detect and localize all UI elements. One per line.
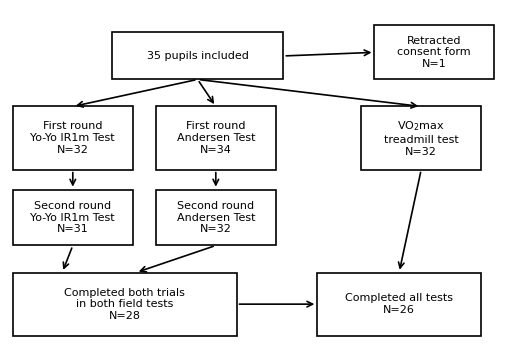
Text: VO$_2$max
treadmill test
N=32: VO$_2$max treadmill test N=32 — [384, 119, 459, 157]
Text: Completed all tests
N=26: Completed all tests N=26 — [345, 293, 453, 315]
FancyBboxPatch shape — [156, 106, 276, 170]
FancyBboxPatch shape — [13, 273, 237, 336]
FancyBboxPatch shape — [374, 25, 494, 79]
Text: Second round
Yo-Yo IR1m Test
N=31: Second round Yo-Yo IR1m Test N=31 — [31, 201, 115, 234]
Text: Second round
Andersen Test
N=32: Second round Andersen Test N=32 — [177, 201, 255, 234]
FancyBboxPatch shape — [361, 106, 481, 170]
FancyBboxPatch shape — [317, 273, 481, 336]
Text: First round
Yo-Yo IR1m Test
N=32: First round Yo-Yo IR1m Test N=32 — [31, 122, 115, 155]
Text: 35 pupils included: 35 pupils included — [147, 51, 249, 61]
FancyBboxPatch shape — [13, 106, 133, 170]
FancyBboxPatch shape — [156, 190, 276, 245]
Text: Completed both trials
in both field tests
N=28: Completed both trials in both field test… — [64, 288, 185, 321]
FancyBboxPatch shape — [13, 190, 133, 245]
Text: Retracted
consent form
N=1: Retracted consent form N=1 — [397, 36, 471, 69]
Text: First round
Andersen Test
N=34: First round Andersen Test N=34 — [177, 122, 255, 155]
FancyBboxPatch shape — [112, 32, 283, 79]
